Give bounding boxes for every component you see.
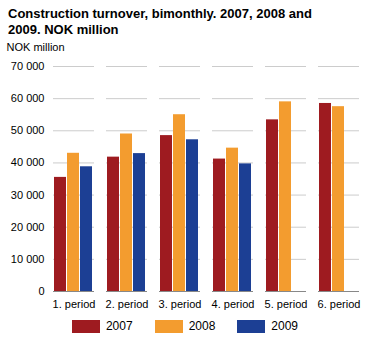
- svg-text:6. period: 6. period: [318, 298, 361, 310]
- html-text:Construction turnover, bimonth: Construction turnover, bimonthly. 2007, …: [8, 6, 312, 37]
- svg-text:30 000: 30 000: [11, 189, 45, 201]
- html-text:2009: 2009: [271, 319, 298, 333]
- svg-text:3. period: 3. period: [159, 298, 202, 310]
- svg-text:20 000: 20 000: [11, 221, 45, 233]
- svg-text:4. period: 4. period: [212, 298, 255, 310]
- svg-text:70 000: 70 000: [11, 60, 45, 72]
- svg-text:50 000: 50 000: [11, 124, 45, 136]
- html-text:2007: 2007: [105, 319, 133, 333]
- svg-text:NOK million: NOK million: [7, 41, 65, 53]
- svg-text:40 000: 40 000: [11, 156, 45, 168]
- svg-text:60 000: 60 000: [11, 92, 45, 104]
- svg-text:0: 0: [38, 285, 44, 297]
- svg-text:5. period: 5. period: [265, 298, 308, 310]
- html-text:2008: 2008: [188, 319, 216, 333]
- svg-text:10 000: 10 000: [11, 253, 45, 265]
- svg-text:1. period: 1. period: [53, 298, 96, 310]
- svg-text:2. period: 2. period: [106, 298, 149, 310]
